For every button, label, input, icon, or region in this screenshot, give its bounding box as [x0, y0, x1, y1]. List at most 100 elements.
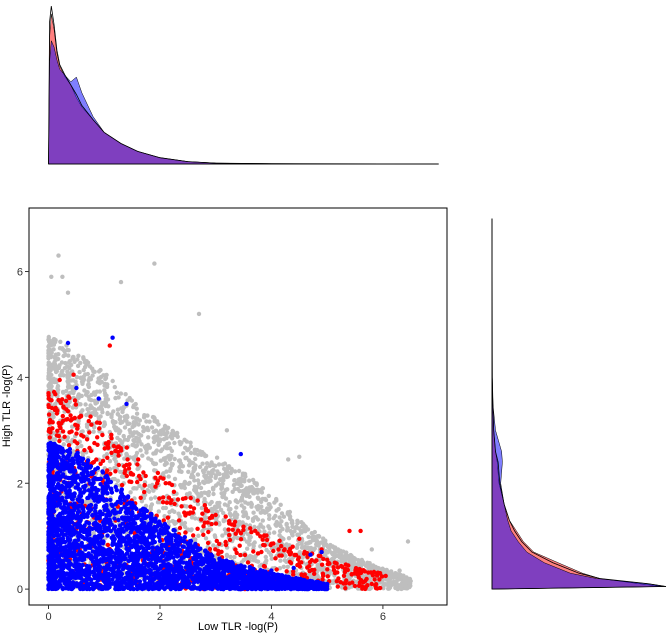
scatter-point	[314, 538, 319, 543]
scatter-point	[131, 403, 137, 408]
scatter-point	[136, 466, 141, 471]
scatter-point	[196, 311, 202, 317]
scatter-point	[235, 512, 240, 518]
scatter-point	[185, 448, 190, 453]
scatter-point	[126, 434, 132, 440]
scatter-point	[195, 501, 201, 507]
scatter-point	[393, 585, 398, 591]
scatter-point	[187, 581, 192, 586]
scatter-point	[195, 478, 201, 483]
scatter-point	[113, 484, 118, 490]
scatter-point	[118, 391, 124, 396]
scatter-point	[66, 394, 71, 399]
scatter-point	[147, 483, 152, 489]
scatter-point	[262, 529, 267, 534]
scatter-point	[205, 540, 211, 546]
scatter-point	[358, 528, 363, 534]
scatter-point	[56, 365, 62, 370]
scatter-point	[349, 558, 354, 563]
scatter-point	[272, 545, 277, 550]
scatter-point	[139, 433, 144, 438]
scatter-point	[207, 501, 213, 507]
scatter-point	[71, 372, 76, 377]
scatter-point	[331, 565, 336, 570]
scatter-point	[201, 532, 206, 537]
scatter-point	[163, 444, 168, 449]
scatter-point	[139, 442, 144, 447]
scatter-point	[48, 430, 53, 435]
scatter-point	[73, 379, 78, 384]
scatter-point	[87, 430, 92, 435]
scatter-point	[369, 570, 375, 576]
scatter-point	[119, 406, 124, 411]
scatter-point	[113, 469, 118, 474]
scatter-point	[222, 527, 228, 532]
scatter-point	[94, 457, 99, 462]
scatter-point	[162, 457, 167, 462]
scatter-point	[152, 261, 157, 266]
scatter-point	[267, 516, 272, 521]
scatter-point	[94, 389, 100, 394]
scatter-point	[66, 381, 71, 386]
scatter-point	[148, 496, 154, 501]
scatter-point	[227, 518, 232, 524]
scatter-point	[335, 584, 340, 589]
scatter-point	[129, 398, 134, 403]
scatter-point	[192, 488, 197, 493]
scatter-point	[84, 437, 90, 442]
scatter-point	[105, 542, 111, 548]
scatter-point	[91, 429, 96, 434]
scatter-point	[242, 479, 247, 484]
scatter-point	[273, 556, 278, 561]
scatter-point	[218, 507, 224, 512]
scatter-point	[219, 549, 224, 554]
scatter-point	[295, 518, 300, 523]
scatter-point	[186, 527, 191, 532]
scatter-point	[224, 552, 230, 558]
scatter-point	[95, 442, 100, 447]
scatter-point	[141, 470, 146, 475]
scatter-point	[406, 578, 412, 584]
scatter-point	[191, 469, 196, 474]
scatter-point	[193, 456, 198, 462]
scatter-point	[227, 537, 233, 543]
scatter-point	[112, 456, 117, 462]
scatter-point	[167, 509, 172, 515]
scatter-point	[134, 443, 139, 449]
scatter-point	[351, 561, 357, 566]
scatter-point	[71, 390, 76, 396]
scatter-point	[127, 421, 132, 426]
scatter-point	[277, 529, 283, 534]
scatter-point	[127, 479, 132, 484]
scatter-point	[156, 509, 161, 514]
scatter-point	[228, 470, 233, 476]
top-density-series-3	[48, 5, 439, 165]
right-marginal-density	[491, 218, 667, 590]
scatter-point	[55, 386, 60, 391]
scatter-point	[206, 470, 211, 475]
scatter-point	[399, 586, 404, 592]
scatter-point	[163, 505, 169, 511]
scatter-point	[384, 568, 389, 573]
scatter-point	[67, 371, 73, 377]
scatter-point	[219, 486, 224, 491]
scatter-point	[86, 384, 92, 390]
scatter-point	[79, 379, 85, 384]
scatter-point	[46, 337, 51, 342]
scatter-point	[47, 365, 53, 370]
scatter-point	[269, 541, 274, 546]
scatter-point	[152, 418, 157, 424]
scatter-point	[112, 384, 118, 390]
scatter-point	[263, 554, 268, 560]
scatter-point	[142, 489, 147, 495]
scatter-point	[103, 441, 109, 446]
scatter-point	[57, 377, 62, 383]
scatter-point	[90, 373, 95, 378]
scatter-point	[160, 500, 166, 505]
scatter-point	[49, 274, 54, 279]
scatter-point	[158, 437, 163, 442]
scatter-point	[199, 493, 204, 498]
scatter-point	[213, 521, 219, 526]
scatter-point	[250, 516, 256, 522]
scatter-point	[394, 571, 399, 577]
